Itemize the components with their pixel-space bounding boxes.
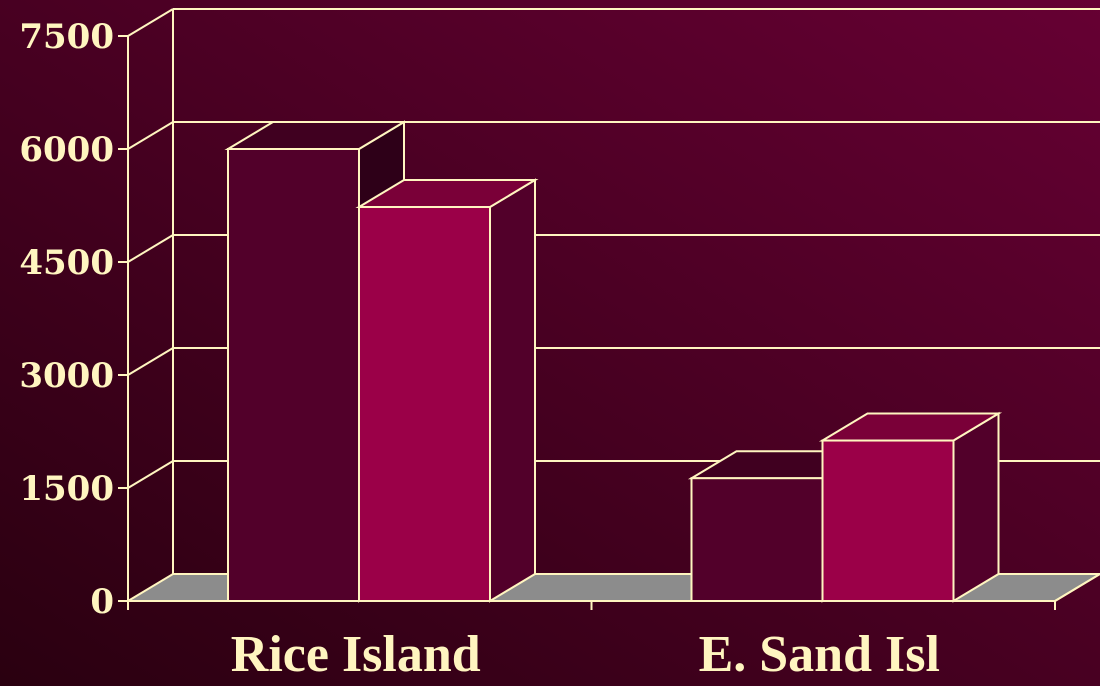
floor-right-edge — [1054, 573, 1100, 602]
gridline-side — [127, 8, 174, 37]
y-tick-label: 4500 — [19, 243, 114, 283]
bar-front — [227, 148, 360, 602]
x-category-label: Rice Island — [231, 626, 481, 683]
bar-side — [489, 178, 536, 603]
x-category-labels: Rice Island E. Sand Isl — [231, 626, 940, 683]
y-tick-labels: 0 1500 3000 4500 6000 7500 — [19, 17, 114, 622]
bar-front — [358, 206, 491, 603]
y-tick-label: 1500 — [19, 469, 114, 509]
y-tick-label: 3000 — [19, 356, 114, 396]
x-category-label: E. Sand Isl — [699, 626, 940, 683]
y-tick-label: 7500 — [19, 17, 114, 57]
bar-front — [821, 439, 955, 603]
gridline-side — [127, 460, 174, 489]
y-tick-label: 6000 — [19, 130, 114, 170]
gridline-side — [127, 121, 174, 150]
gridline-side — [127, 347, 174, 376]
bar — [355, 178, 539, 603]
bar — [818, 411, 1003, 603]
bar-front — [690, 477, 824, 602]
y-tick-label: 0 — [90, 582, 114, 622]
bars — [224, 120, 1003, 603]
gridline-side — [127, 234, 174, 263]
bar-side — [952, 411, 1000, 603]
